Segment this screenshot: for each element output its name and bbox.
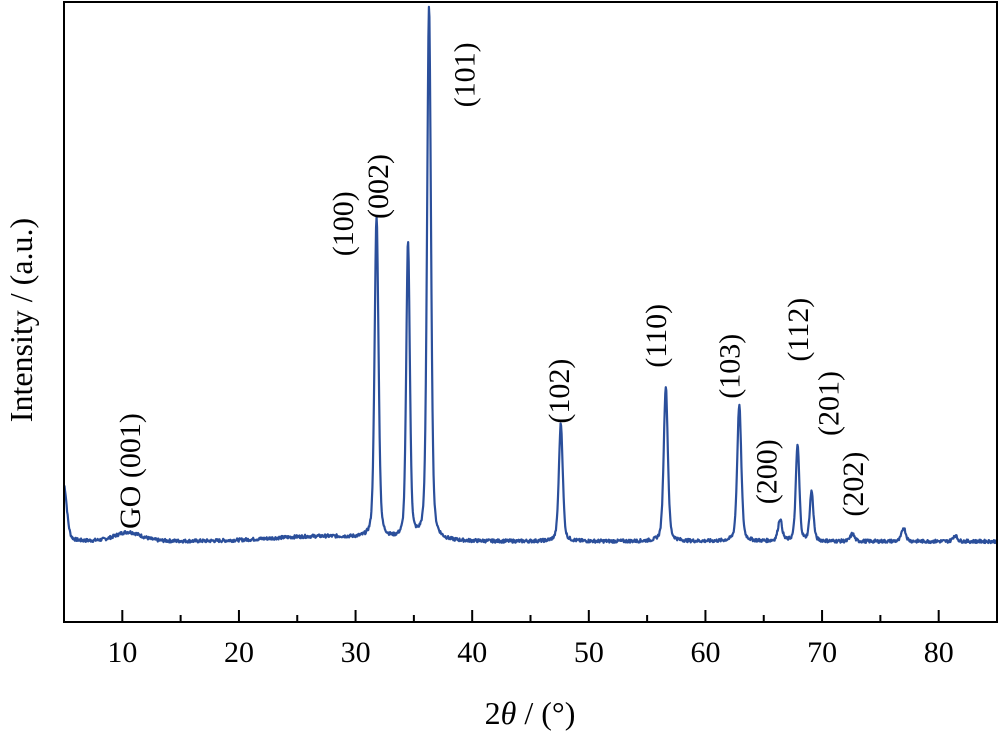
plot-frame: [63, 1, 998, 623]
axes: 10 20 30 40 50 60 70 80: [63, 1, 998, 669]
x-tick-label: 10: [107, 636, 137, 669]
peak-label: (202): [837, 452, 870, 517]
y-axis-title: Intensity / (a.u.): [3, 218, 39, 422]
x-tick-label: 70: [807, 636, 837, 669]
peak-label: (110): [640, 304, 673, 368]
peak-label: (103): [713, 334, 746, 399]
peak-label: (102): [543, 359, 576, 424]
x-tick-label: 80: [924, 636, 954, 669]
x-axis-title: 2θ / (°): [485, 695, 576, 731]
x-tick-label: 60: [690, 636, 720, 669]
peak-label: GO (001): [114, 413, 147, 529]
trace-layer: [63, 5, 999, 545]
peak-label: (100): [327, 191, 360, 256]
peak-label: (112): [782, 298, 815, 362]
peak-label: (201): [812, 371, 845, 436]
peak-label: (101): [449, 42, 482, 107]
x-tick-label: 50: [574, 636, 604, 669]
peak-label: (002): [362, 154, 395, 219]
peak-label: (200): [751, 439, 784, 504]
x-tick-label: 30: [341, 636, 371, 669]
x-axis-title-suffix: / (°): [516, 695, 575, 731]
x-tick-label: 20: [224, 636, 254, 669]
x-tick-label: 40: [457, 636, 487, 669]
xrd-trace: [63, 5, 999, 545]
x-axis-title-prefix: 2: [485, 695, 501, 731]
peak-annotations: GO (001) (100)(002) (101) (102) (110) (103) (2…: [114, 42, 870, 529]
x-axis-title-symbol: θ: [501, 695, 517, 731]
